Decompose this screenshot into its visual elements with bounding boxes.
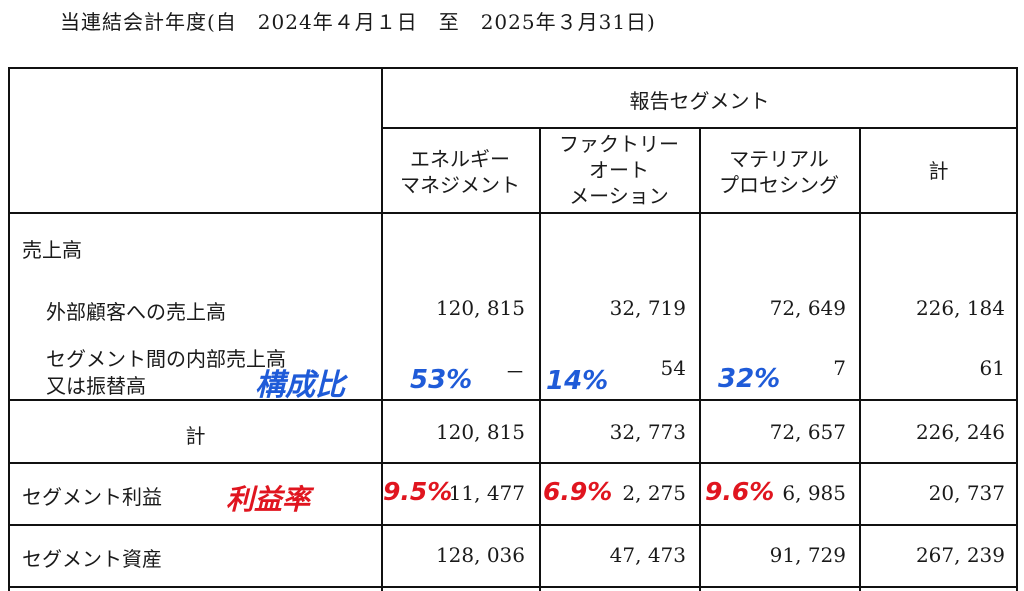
table-line-after-profit [8,524,1018,526]
header-col-material: マテリアル プロセシング [719,147,839,197]
profit-energy: 11, 477 [448,481,525,505]
handwritten-composition-material: 32% [718,364,781,394]
table-col-divider-3 [699,127,701,591]
intersegment-label-line1: セグメント間の内部売上高 [46,347,286,371]
page-title: 当連結会計年度(自 2024年４月１日 至 2025年３月31日) [60,10,656,34]
handwritten-composition-energy: 53% [410,365,473,395]
assets-total: 267, 239 [915,543,1005,567]
header-col-total: 計 [928,159,949,183]
table-col-divider-2 [539,127,541,591]
total-label: 計 [185,424,206,448]
sales-heading: 売上高 [22,238,82,262]
assets-factory: 47, 473 [609,543,686,567]
handwritten-composition-label: 構成比 [255,368,345,403]
intersegment-factory: 54 [660,356,686,380]
header-col-factory: ファクトリー オート メーション [559,132,679,208]
profit-factory: 2, 275 [622,481,686,505]
table-border-right [1016,67,1018,591]
table-line-after-total [8,462,1018,464]
intersegment-material: 7 [833,356,846,380]
intersegment-total: 61 [979,356,1005,380]
profit-label: セグメント利益 [22,485,162,509]
assets-energy: 128, 036 [435,543,525,567]
header-group-label: 報告セグメント [629,89,770,113]
handwritten-margin-material: 9.6% [705,477,775,506]
handwritten-margin-label: 利益率 [226,483,311,516]
table-col-divider-4 [859,127,861,591]
table-border-left [8,67,10,591]
profit-total: 20, 737 [928,481,1005,505]
external-sales-energy: 120, 815 [435,296,525,320]
table-border-top [8,67,1018,69]
external-sales-factory: 32, 719 [609,296,686,320]
intersegment-label-line2: 又は振替高 [46,374,146,398]
total-energy: 120, 815 [435,420,525,444]
profit-material: 6, 985 [782,481,846,505]
table-col-divider-1 [381,67,383,591]
table-line-header-bottom [8,212,1018,214]
total-material: 72, 657 [769,420,846,444]
external-sales-total: 226, 184 [915,296,1005,320]
assets-material: 91, 729 [769,543,846,567]
total-total: 226, 246 [915,420,1005,444]
table-line-after-assets [8,586,1018,588]
handwritten-margin-factory: 6.9% [543,477,613,506]
table-line-after-intersegment [8,399,1018,401]
intersegment-energy: － [505,360,525,384]
total-factory: 32, 773 [609,420,686,444]
handwritten-margin-energy: 9.5% [383,477,453,506]
external-sales-label: 外部顧客への売上高 [46,300,226,324]
handwritten-composition-factory: 14% [546,366,609,396]
assets-label: セグメント資産 [22,547,162,571]
header-col-energy: エネルギー マネジメント [400,147,520,197]
external-sales-material: 72, 649 [769,296,846,320]
